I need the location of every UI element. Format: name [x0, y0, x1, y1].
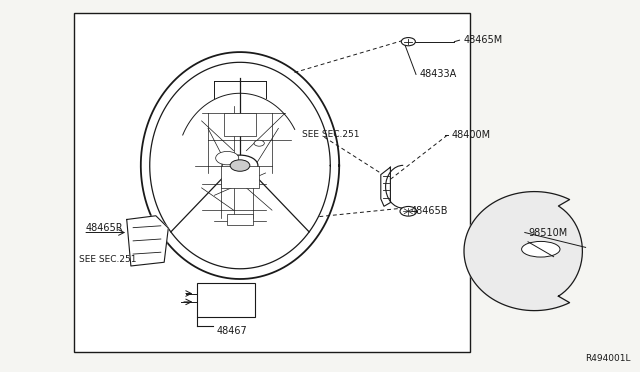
Polygon shape — [381, 167, 390, 206]
Bar — [74, 13, 470, 352]
Circle shape — [230, 160, 250, 171]
Text: 48433A: 48433A — [419, 70, 456, 79]
Circle shape — [222, 155, 258, 176]
Text: 98510M: 98510M — [528, 228, 567, 237]
Text: R494001L: R494001L — [585, 354, 630, 363]
Text: 48467: 48467 — [217, 326, 248, 336]
Polygon shape — [127, 216, 168, 266]
Bar — [227, 214, 253, 225]
Text: SEE SEC.251: SEE SEC.251 — [302, 130, 360, 139]
Ellipse shape — [522, 241, 560, 257]
Circle shape — [254, 140, 264, 146]
Text: 48465M: 48465M — [464, 35, 503, 45]
Circle shape — [401, 38, 415, 46]
Polygon shape — [464, 192, 582, 311]
Circle shape — [400, 206, 417, 216]
Bar — [221, 166, 259, 188]
Text: SEE SEC.251: SEE SEC.251 — [79, 255, 136, 264]
Text: 48465B: 48465B — [410, 206, 448, 216]
Bar — [224, 113, 256, 136]
Text: 48400M: 48400M — [451, 130, 490, 140]
Circle shape — [216, 151, 239, 165]
Bar — [197, 283, 255, 317]
Text: 48465R: 48465R — [85, 223, 123, 232]
